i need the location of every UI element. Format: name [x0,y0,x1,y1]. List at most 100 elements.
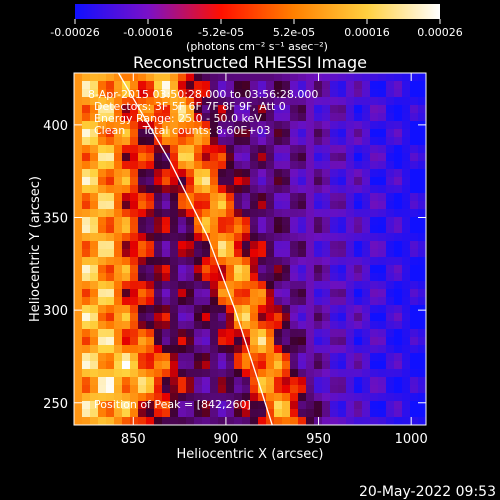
heatmap-cell [338,297,347,306]
heatmap-cell [162,233,171,242]
heatmap-cell [122,417,131,425]
heatmap-cell [226,73,235,82]
heatmap-cell [306,313,315,322]
heatmap-cell [226,113,235,122]
heatmap-cell [114,185,123,194]
heatmap-cell [178,217,187,226]
heatmap-cell [394,161,403,170]
heatmap-cell [194,273,203,282]
heatmap-cell [378,169,387,178]
heatmap-cell [130,401,139,410]
heatmap-cell [290,353,299,362]
heatmap-cell [418,137,426,146]
heatmap-cell [306,289,315,298]
heatmap-cell [290,81,299,90]
heatmap-cell [274,129,283,138]
heatmap-cell [186,73,195,82]
heatmap-cell [338,409,347,418]
heatmap-cell [242,337,251,346]
heatmap-cell [266,393,275,402]
heatmap-cell [194,401,203,410]
heatmap-cell [178,361,187,370]
heatmap-cell [162,153,171,162]
heatmap-cell [82,337,91,346]
heatmap-cell [346,249,355,258]
heatmap-cell [242,257,251,266]
heatmap-cell [146,257,155,266]
heatmap-cell [338,225,347,234]
heatmap-cell [266,361,275,370]
y-tick-label: 250 [43,397,68,412]
heatmap-cell [274,353,283,362]
heatmap-cell [362,249,371,258]
heatmap-cell [98,273,107,282]
heatmap-cell [170,193,179,202]
heatmap-cell [394,145,403,154]
heatmap-cell [138,185,147,194]
heatmap-cell [194,185,203,194]
heatmap-cell [290,145,299,154]
heatmap-cell [354,145,363,154]
heatmap-cell [370,313,379,322]
heatmap-cell [378,137,387,146]
heatmap-cell [234,321,243,330]
heatmap-cell [402,321,411,330]
heatmap-cell [90,89,99,98]
heatmap-cell [82,161,91,170]
heatmap-cell [226,193,235,202]
heatmap-cell [154,233,163,242]
heatmap-cell [226,265,235,274]
heatmap-cell [274,81,283,90]
heatmap-cell [290,217,299,226]
heatmap-cell [194,361,203,370]
heatmap-cell [386,321,395,330]
heatmap-cell [258,257,267,266]
heatmap-cell [314,385,323,394]
heatmap-cell [290,241,299,250]
heatmap-cell [74,193,83,202]
heatmap-cell [138,97,147,106]
heatmap-cell [98,225,107,234]
heatmap-cell [218,193,227,202]
x-tick-label: 1000 [395,432,428,447]
heatmap-cell [298,217,307,226]
heatmap-cell [306,153,315,162]
heatmap-cell [194,345,203,354]
heatmap-cell [362,353,371,362]
heatmap-cell [330,241,339,250]
heatmap-cell [242,177,251,186]
heatmap-cell [354,321,363,330]
heatmap-cell [202,393,211,402]
heatmap-cell [170,241,179,250]
heatmap-cell [226,401,235,410]
heatmap-cell [162,409,171,418]
heatmap-cell [82,97,91,106]
heatmap-cell [210,361,219,370]
heatmap-cell [106,105,115,114]
heatmap-cell [266,353,275,362]
heatmap-cell [186,113,195,122]
heatmap-cell [122,265,131,274]
heatmap-cell [154,225,163,234]
heatmap-cell [106,377,115,386]
heatmap-cell [170,369,179,378]
heatmap-cell [74,217,83,226]
heatmap-cell [210,129,219,138]
heatmap-cell [322,121,331,130]
heatmap-cell [258,193,267,202]
heatmap-cell [338,377,347,386]
heatmap-cell [378,73,387,82]
heatmap-cell [298,153,307,162]
heatmap-cell [370,185,379,194]
heatmap-cell [266,145,275,154]
heatmap-cell [306,337,315,346]
heatmap-cell [74,209,83,218]
heatmap-cell [90,201,99,210]
heatmap-cell [290,297,299,306]
heatmap-cell [290,121,299,130]
heatmap-cell [346,273,355,282]
heatmap-cell [186,249,195,258]
heatmap-cell [106,417,115,425]
heatmap-cell [314,145,323,154]
heatmap-cell [410,313,419,322]
